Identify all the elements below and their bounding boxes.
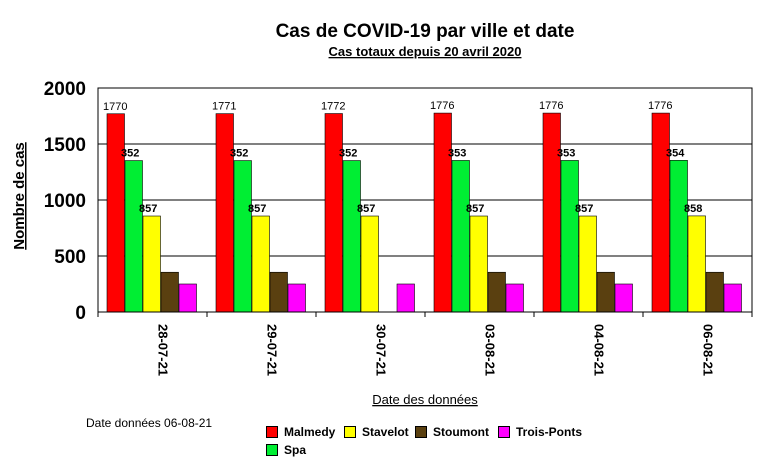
data-label: 1776: [539, 100, 563, 112]
data-label: 352: [230, 148, 248, 160]
bar-malmedy: [651, 112, 670, 313]
data-label: 857: [248, 203, 266, 215]
bar-stavelot: [578, 215, 597, 313]
data-date-note: Date données 06-08-21: [86, 416, 213, 430]
bar-trois-ponts: [614, 283, 633, 313]
y-tick-label: 2000: [44, 79, 86, 100]
data-label: 352: [121, 148, 139, 160]
x-tick-label: 04-08-21: [592, 324, 607, 376]
x-tick-label: 03-08-21: [483, 324, 498, 376]
bar-stavelot: [142, 215, 161, 313]
legend-swatch-stoumont: [415, 426, 427, 438]
x-tick-label: 30-07-21: [374, 324, 389, 376]
data-label: 353: [448, 147, 466, 159]
data-label: 857: [139, 203, 157, 215]
bar-stoumont: [269, 271, 288, 313]
data-label: 354: [666, 147, 685, 159]
bar-spa: [233, 160, 252, 313]
bar-stoumont: [596, 271, 615, 313]
y-tick-label: 1500: [44, 135, 86, 156]
bar-malmedy: [324, 113, 343, 313]
bar-stoumont: [705, 271, 724, 313]
bar-spa: [124, 160, 143, 313]
bar-malmedy: [433, 112, 452, 313]
data-label: 1770: [103, 101, 127, 113]
bar-trois-ponts: [723, 283, 742, 313]
bar-stavelot: [251, 215, 270, 313]
data-label: 857: [466, 203, 484, 215]
legend-swatch-spa: [266, 444, 278, 456]
data-label: 858: [684, 203, 702, 215]
legend-label-stavelot: Stavelot: [362, 425, 409, 439]
plot-border: [97, 87, 753, 313]
legend-label-spa: Spa: [284, 443, 307, 457]
bar-malmedy: [215, 113, 234, 313]
data-label: 352: [339, 148, 357, 160]
legend-item-spa: Spa: [266, 443, 306, 457]
legend-item-stavelot: Stavelot: [344, 425, 409, 439]
data-label: 1771: [212, 101, 236, 113]
bar-trois-ponts: [505, 283, 524, 313]
bar-malmedy: [106, 113, 125, 313]
legend-label-malmedy: Malmedy: [284, 425, 336, 439]
bar-stavelot: [360, 215, 379, 313]
data-label: 857: [575, 203, 593, 215]
x-tick-label: 29-07-21: [265, 324, 280, 376]
legend-item-malmedy: Malmedy: [266, 425, 335, 439]
data-label: 353: [557, 147, 575, 159]
chart-legend: Malmedy Stavelot Stoumont Trois-Ponts Sp…: [266, 425, 606, 465]
legend-swatch-stavelot: [344, 426, 356, 438]
bar-spa: [669, 160, 688, 313]
bar-stavelot: [469, 215, 488, 313]
y-tick-label: 0: [75, 303, 86, 324]
legend-label-stoumont: Stoumont: [433, 425, 489, 439]
legend-item-trois-ponts: Trois-Ponts: [498, 425, 582, 439]
y-tick-label: 500: [54, 247, 86, 268]
x-tick-label: 28-07-21: [156, 324, 171, 376]
bar-stoumont: [160, 271, 179, 313]
chart-subtitle: Cas totaux depuis 20 avril 2020: [329, 44, 522, 59]
bar-spa: [560, 160, 579, 313]
bar-stavelot: [687, 215, 706, 313]
bar-spa: [451, 160, 470, 313]
bar-trois-ponts: [178, 283, 197, 313]
data-label: 1772: [321, 101, 345, 113]
y-axis-label: Nombre de cas: [11, 142, 28, 250]
data-label: 1776: [648, 100, 672, 112]
y-tick-label: 1000: [44, 191, 86, 212]
data-label: 857: [357, 203, 375, 215]
chart-title: Cas de COVID-19 par ville et date: [276, 21, 575, 42]
legend-swatch-malmedy: [266, 426, 278, 438]
legend-swatch-trois-ponts: [498, 426, 510, 438]
bar-malmedy: [542, 112, 561, 313]
bar-trois-ponts: [287, 283, 306, 313]
bar-spa: [342, 160, 361, 313]
bar-trois-ponts: [396, 283, 415, 313]
legend-label-trois-ponts: Trois-Ponts: [516, 425, 583, 439]
bar-stoumont: [487, 271, 506, 313]
x-axis-label: Date des données: [372, 392, 478, 407]
legend-item-stoumont: Stoumont: [415, 425, 489, 439]
x-tick-label: 06-08-21: [701, 324, 716, 376]
data-label: 1776: [430, 100, 454, 112]
